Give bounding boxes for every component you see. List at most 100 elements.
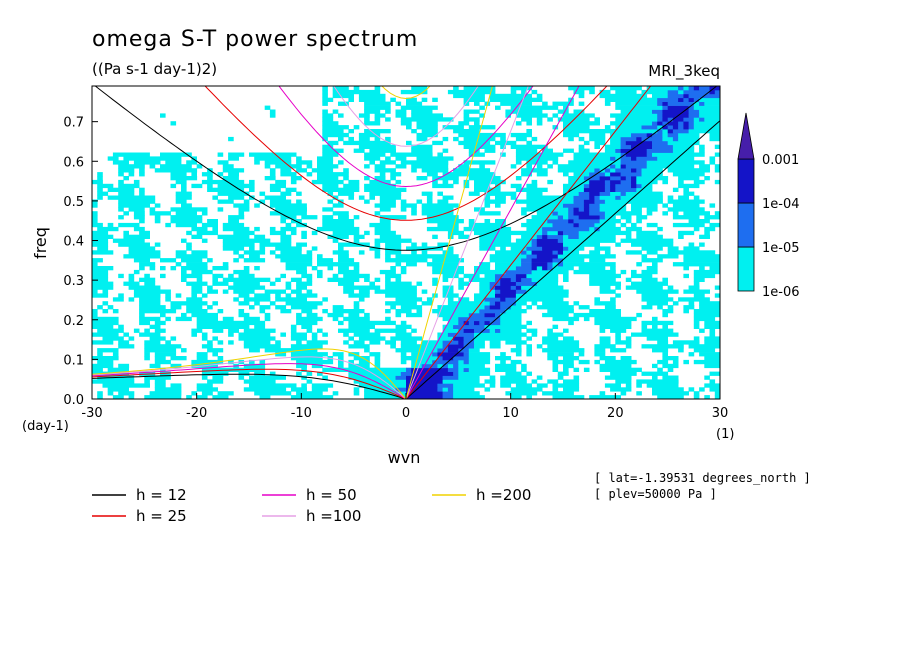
heatmap-cell [474,230,543,236]
heatmap-cell [421,129,438,134]
heatmap-cell [589,195,595,200]
heatmap-cell [495,301,501,306]
heatmap-cell [416,281,423,286]
heatmap-cell [395,324,412,329]
heatmap-cell [364,129,391,134]
heatmap-cell [421,191,433,196]
heatmap-cell [92,266,114,271]
heatmap-cell [296,222,307,228]
heatmap-cell [97,305,103,310]
x-tick-label: -30 [81,406,102,421]
heatmap-cell [568,160,621,165]
heatmap-cell [181,266,208,271]
heatmap-cell [589,309,621,314]
heatmap-cell [515,352,522,357]
heatmap-cell [243,258,266,263]
heatmap-cell [437,191,443,196]
heatmap-cell [510,195,517,200]
heatmap-cell [327,277,360,282]
heatmap-cell [474,297,485,302]
heatmap-cell [254,266,260,271]
heatmap-cell [92,242,109,247]
heatmap-cell [563,367,569,372]
heatmap-cell [406,395,443,399]
heatmap-cell [358,132,381,138]
heatmap-cell [144,348,177,353]
heatmap-cell [547,379,559,384]
heatmap-cell [133,179,140,185]
heatmap-cell [510,277,517,282]
heatmap-cell [599,363,632,369]
heatmap-cell [379,269,396,275]
heatmap-cell [505,297,517,302]
heatmap-cell [495,250,522,255]
heatmap-cell [693,86,700,91]
heatmap-cell [102,336,124,341]
heatmap-cell [704,320,720,326]
heatmap-cell [249,195,255,200]
heatmap-cell [259,309,266,314]
heatmap-cell [332,316,339,322]
heatmap-cell [338,269,360,275]
heatmap-cell [353,305,360,310]
heatmap-cell [542,234,548,239]
heatmap-cell [563,172,569,177]
heatmap-cell [463,320,470,326]
heatmap-cell [604,183,611,189]
heatmap-cell [688,242,695,247]
heatmap-cell [458,132,506,138]
heatmap-cell [385,156,391,161]
heatmap-cell [144,281,156,286]
heatmap-cell [243,199,250,204]
heatmap-cell [594,168,600,173]
heatmap-cell [222,289,229,294]
heatmap-cell [683,93,689,99]
heatmap-cell [557,211,569,216]
heatmap-cell [332,352,344,357]
heatmap-cell [395,179,402,185]
heatmap-cell [301,367,307,372]
heatmap-cell [364,277,370,282]
gravity-curve [204,86,608,221]
heatmap-cell [536,305,574,310]
heatmap-cell [322,297,328,302]
heatmap-cell [369,191,402,196]
heatmap-cell [447,301,491,306]
heatmap-cell [222,316,234,322]
heatmap-cell [92,363,114,369]
heatmap-cell [170,183,177,189]
heatmap-cell [233,297,239,302]
heatmap-cell [160,273,166,279]
heatmap-cell [542,301,569,306]
heatmap-cell [474,332,527,337]
heatmap-cell [254,301,260,306]
heatmap-cell [123,234,150,239]
heatmap-cell [379,195,402,200]
heatmap-cell [662,109,689,114]
colorbar-label: 1e-05 [762,241,800,256]
heatmap-cell [149,266,156,271]
heatmap-cell [442,375,459,380]
heatmap-cell [646,152,653,157]
heatmap-cell [453,136,459,142]
heatmap-cell [296,359,334,365]
heatmap-cell [364,101,391,106]
heatmap-cell [652,324,658,329]
heatmap-cell [510,395,522,399]
heatmap-cell [557,164,611,169]
heatmap-cell [207,258,213,263]
heatmap-cell [92,316,119,322]
heatmap-cell [610,371,637,376]
heatmap-cell [385,293,417,298]
heatmap-cell [217,172,224,177]
heatmap-cell [484,324,527,329]
heatmap-cell [542,391,574,396]
heatmap-cell [97,348,119,353]
heatmap-cell [421,203,459,208]
heatmap-cell [453,93,485,99]
heatmap-cell [411,371,454,376]
heatmap-cell [139,332,161,337]
heatmap-cell [515,285,522,290]
heatmap-cell [610,348,627,353]
heatmap-cell [594,320,632,326]
